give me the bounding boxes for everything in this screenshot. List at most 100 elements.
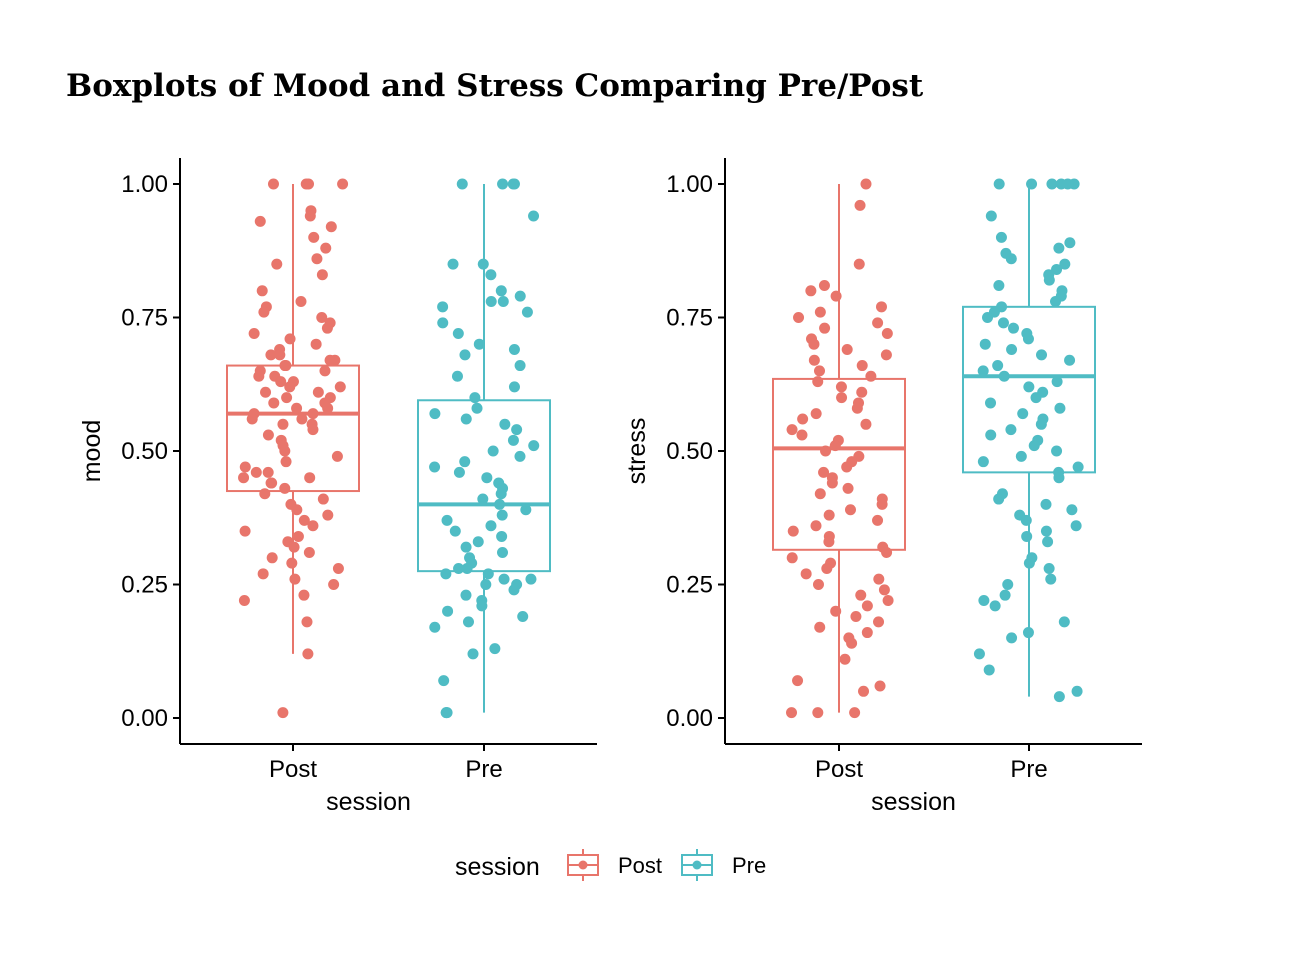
- data-point: [849, 707, 861, 719]
- data-point: [248, 328, 260, 340]
- data-point: [449, 525, 461, 537]
- data-point: [304, 210, 316, 222]
- data-point: [854, 199, 866, 211]
- data-point: [320, 242, 332, 254]
- data-point: [1006, 344, 1018, 356]
- x-axis-title: session: [326, 788, 411, 816]
- data-point: [1007, 322, 1019, 334]
- legend-label: Pre: [732, 853, 766, 878]
- y-tick-label: 0.25: [666, 572, 713, 599]
- data-point: [814, 488, 826, 500]
- data-point: [1070, 520, 1082, 532]
- data-point: [786, 424, 798, 436]
- data-point: [875, 301, 887, 313]
- data-point: [1015, 450, 1027, 462]
- data-point: [786, 707, 798, 719]
- data-point: [800, 568, 812, 580]
- data-point: [860, 178, 872, 190]
- data-point: [830, 290, 842, 302]
- x-axis-title: session: [871, 788, 956, 816]
- data-point: [442, 605, 454, 617]
- data-point: [325, 221, 337, 233]
- data-point: [498, 573, 510, 585]
- data-point: [298, 589, 310, 601]
- data-point: [259, 488, 271, 500]
- legend-title: session: [455, 853, 540, 881]
- data-point: [1020, 514, 1032, 526]
- data-point: [850, 611, 862, 623]
- data-point: [328, 579, 340, 590]
- data-point: [1051, 445, 1063, 457]
- data-point: [1051, 263, 1063, 275]
- data-point: [277, 707, 289, 719]
- data-point: [460, 541, 472, 553]
- data-point: [1059, 258, 1071, 270]
- y-tick-label: 0.00: [666, 705, 713, 732]
- data-point: [977, 365, 989, 377]
- data-point: [1053, 472, 1065, 484]
- data-point: [316, 312, 328, 323]
- data-point: [319, 365, 331, 377]
- data-point: [861, 600, 873, 612]
- data-point: [808, 354, 820, 366]
- data-point: [814, 365, 826, 377]
- data-point: [459, 349, 471, 361]
- data-point: [461, 562, 473, 574]
- data-point: [279, 445, 291, 457]
- data-point: [271, 258, 283, 270]
- data-point: [257, 568, 269, 580]
- data-point: [861, 627, 873, 639]
- data-point: [826, 477, 838, 489]
- data-point: [321, 322, 333, 334]
- data-point: [489, 643, 501, 655]
- data-point: [973, 648, 985, 660]
- data-point: [291, 504, 303, 516]
- data-point: [985, 210, 997, 222]
- data-point: [307, 520, 319, 532]
- data-point: [882, 595, 894, 607]
- data-point: [1071, 685, 1083, 697]
- data-point: [452, 328, 464, 340]
- data-point: [878, 584, 890, 596]
- data-point: [814, 621, 826, 633]
- data-point: [1036, 349, 1048, 361]
- data-point: [441, 514, 453, 526]
- data-point: [1040, 498, 1052, 510]
- data-point: [797, 413, 809, 425]
- data-point: [460, 413, 472, 425]
- data-point: [978, 595, 990, 607]
- data-point: [1072, 461, 1084, 473]
- box-body: [962, 305, 1096, 474]
- data-point: [291, 402, 303, 414]
- data-point: [836, 392, 848, 404]
- data-point: [812, 579, 824, 590]
- data-point: [985, 397, 997, 409]
- data-point: [818, 279, 830, 291]
- x-tick-label: Pre: [465, 756, 502, 783]
- data-point: [238, 472, 250, 484]
- data-point: [316, 269, 328, 281]
- y-tick-label: 0.50: [121, 438, 168, 465]
- data-point: [304, 472, 316, 484]
- data-point: [496, 509, 508, 521]
- data-point: [865, 370, 877, 382]
- data-point: [279, 482, 291, 494]
- data-point: [786, 552, 798, 564]
- data-point: [447, 258, 459, 270]
- data-point: [462, 616, 474, 628]
- data-point: [281, 392, 293, 404]
- data-point: [1046, 178, 1058, 190]
- data-point: [1002, 579, 1014, 590]
- box-body: [417, 399, 551, 573]
- data-point: [485, 295, 497, 307]
- data-point: [821, 562, 833, 574]
- box-pre: [962, 178, 1096, 703]
- data-point: [846, 637, 858, 649]
- data-point: [855, 589, 867, 601]
- data-point: [1058, 616, 1070, 628]
- data-point: [521, 306, 533, 318]
- data-point: [280, 456, 292, 468]
- data-point: [460, 589, 472, 601]
- data-point: [497, 178, 509, 190]
- y-tick-label: 0.75: [121, 305, 168, 332]
